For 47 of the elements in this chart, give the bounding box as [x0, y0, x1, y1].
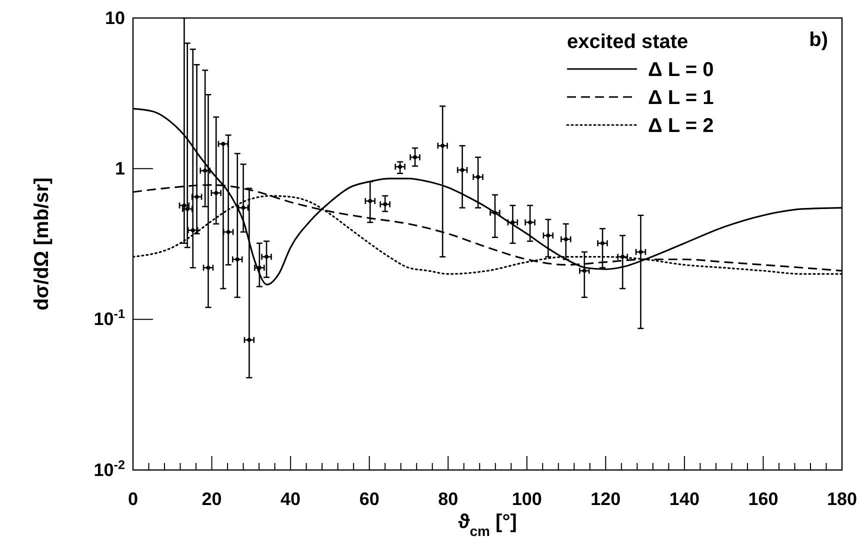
point [476, 175, 480, 180]
legend-title: excited state [567, 31, 688, 53]
point [194, 194, 199, 199]
annotation: b) [809, 29, 828, 51]
point [182, 203, 186, 208]
point [460, 168, 464, 172]
point [398, 164, 402, 169]
point [383, 202, 388, 206]
point [440, 144, 445, 148]
point [214, 190, 218, 195]
point [638, 250, 643, 254]
point [582, 268, 586, 273]
point [413, 155, 418, 160]
x-tick-label: 0 [128, 488, 138, 509]
x-axis-title: ϑ$_{cm}$ [°] [458, 511, 517, 539]
point [206, 266, 210, 270]
point [564, 237, 568, 242]
point [368, 199, 372, 204]
point [203, 168, 208, 173]
point [235, 257, 240, 262]
point [241, 206, 246, 210]
y-tick-label: 10$^{-1}$ [94, 307, 125, 330]
point [546, 234, 550, 238]
x-tick-label: 80 [438, 488, 458, 509]
legend-label: Δ L = 2 [648, 115, 714, 137]
legend-label: Δ L = 1 [648, 87, 714, 109]
point [221, 142, 226, 146]
x-tick-label: 120 [590, 488, 621, 509]
point [190, 228, 195, 232]
point [226, 230, 230, 234]
y-tick-label: 1 [114, 158, 125, 178]
point [600, 241, 605, 246]
y-tick-label: 10$^{-2}$ [94, 458, 125, 480]
x-tick-label: 160 [748, 488, 778, 509]
x-tick-label: 180 [826, 488, 858, 509]
x-tick-label: 100 [512, 488, 542, 509]
legend-label: Δ L = 0 [648, 59, 714, 81]
point [528, 220, 532, 224]
x-tick-label: 140 [669, 488, 700, 509]
x-tick-label: 60 [359, 488, 380, 509]
point [264, 254, 269, 259]
y-tick-label: 10 [104, 8, 125, 28]
x-tick-label: 40 [280, 488, 301, 509]
point [247, 338, 252, 342]
point [185, 206, 190, 211]
x-tick-label: 20 [202, 488, 222, 509]
y-axis-title: dσ/dΩ [mb/sr] [31, 177, 53, 311]
